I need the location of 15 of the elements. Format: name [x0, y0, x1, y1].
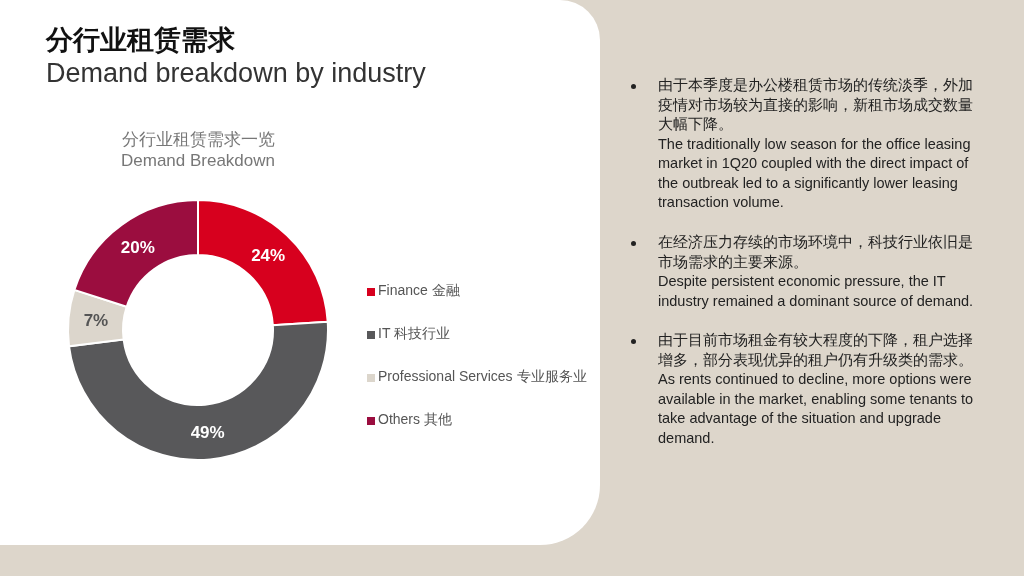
data-label: 24% [251, 246, 286, 266]
text: 分行业租赁需求 [46, 24, 235, 57]
data-label: 20% [120, 238, 155, 258]
chart-subtitle: Demand Breakdown [120, 151, 276, 171]
text: 在经济压力存续的市场环境中，科技行业依旧是市场需求的主要来源。 Despite persistent economic pressure, the IT industry remained a dominant source of demand. [658, 233, 975, 311]
text: 由于目前市场租金有较大程度的下降，租户选择增多，部分表现优异的租户仍有升级类的需求。 As rents continued to decline, more options were available in the market, enabling some tenants to take advantage of the situation and upgrade demand. [658, 331, 975, 448]
legend-label: Others 其他 [378, 411, 452, 429]
legend-label: Professional Services 专业服务业 [378, 368, 587, 386]
text: Demand breakdown by industry [46, 58, 426, 89]
legend-label: IT 科技行业 [378, 325, 451, 343]
data-label: 49% [190, 423, 225, 443]
legend-label: Finance 金融 [378, 282, 460, 300]
text: 由于本季度是办公楼租赁市场的传统淡季，外加疫情对市场较为直接的影响，新租市场成交数量大幅下降。 The traditionally low season for the office leasing market in 1Q20 coupled with the direct impact of the outbreak led to a significantly lower leasing transaction volume. [658, 76, 974, 212]
data-label: 7% [83, 311, 109, 331]
chart-title: 分行业租赁需求一览 [120, 129, 276, 151]
